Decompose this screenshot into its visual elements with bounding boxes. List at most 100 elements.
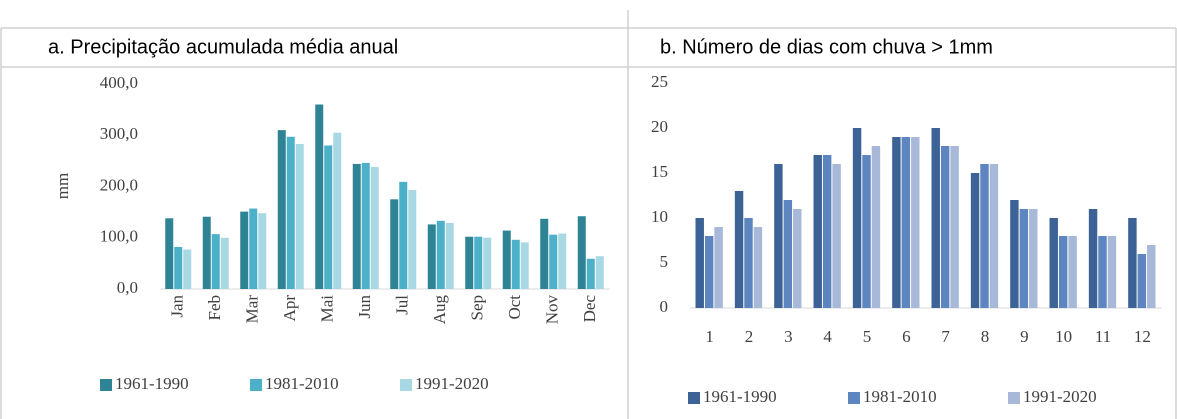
bar	[1147, 245, 1156, 308]
bar	[862, 155, 871, 308]
y-tick-label: 25	[651, 72, 668, 91]
bar	[822, 155, 832, 308]
x-tick-label: Mai	[318, 295, 337, 323]
x-tick-label: 3	[784, 327, 793, 346]
bar	[286, 136, 295, 289]
bar	[911, 137, 920, 308]
bar	[744, 218, 753, 308]
bar	[352, 163, 361, 289]
x-tick-label: Sep	[468, 295, 487, 321]
legend-label: 1961-1990	[703, 387, 777, 406]
bar	[370, 167, 379, 289]
bar	[520, 242, 529, 289]
x-tick-label: 2	[745, 327, 754, 346]
bar	[704, 236, 714, 308]
bar	[220, 237, 229, 289]
bar	[714, 227, 723, 308]
bar	[390, 199, 399, 289]
bar	[465, 236, 474, 289]
bar	[734, 191, 744, 308]
bar	[277, 130, 286, 289]
bar	[549, 234, 558, 289]
bar	[249, 208, 258, 289]
bar	[183, 249, 192, 289]
x-tick-label: Apr	[280, 295, 299, 322]
y-tick-label: 200,0	[100, 175, 138, 194]
y-tick-label: 100,0	[100, 227, 138, 246]
legend-label: 1961-1990	[115, 374, 189, 393]
bar	[852, 128, 862, 308]
bar	[970, 173, 980, 308]
bar	[1058, 236, 1068, 308]
x-tick-label: Nov	[543, 295, 562, 325]
bar	[211, 234, 220, 289]
bar	[595, 256, 604, 289]
bar	[502, 230, 511, 289]
bar	[980, 164, 989, 308]
bar	[202, 216, 211, 289]
bar	[832, 164, 841, 308]
y-tick-label: 0	[660, 297, 669, 316]
bar	[361, 162, 370, 289]
bar	[1098, 236, 1107, 308]
bar	[783, 200, 793, 308]
bar	[753, 227, 763, 308]
bar	[540, 218, 549, 289]
legend-label: 1981-2010	[863, 387, 937, 406]
bar	[950, 146, 959, 308]
bar	[436, 220, 445, 289]
bar	[1049, 218, 1058, 308]
bar	[989, 164, 999, 308]
legend-swatch	[100, 379, 112, 391]
bar	[1137, 254, 1147, 308]
bar	[333, 132, 342, 289]
bar	[399, 181, 408, 289]
x-tick-label: 4	[823, 327, 832, 346]
x-tick-label: 5	[863, 327, 872, 346]
bar	[1088, 209, 1098, 308]
chart-title: a. Precipitação acumulada média anual	[48, 36, 398, 58]
x-tick-label: 8	[981, 327, 990, 346]
bar	[892, 137, 901, 308]
y-tick-label: 20	[651, 117, 668, 136]
bar	[511, 239, 520, 289]
bar	[315, 104, 324, 289]
bar	[1107, 236, 1117, 308]
bar	[774, 164, 783, 308]
y-tick-label: 15	[651, 162, 668, 181]
bar	[427, 224, 436, 289]
bar	[1010, 200, 1019, 308]
bar	[901, 137, 911, 308]
legend-label: 1981-2010	[265, 374, 339, 393]
y-tick-label: 300,0	[100, 124, 138, 143]
x-tick-label: 12	[1134, 327, 1151, 346]
bar	[793, 209, 802, 308]
x-tick-label: 6	[902, 327, 911, 346]
y-tick-label: 400,0	[100, 73, 138, 92]
bar	[695, 218, 704, 308]
bar	[1128, 218, 1137, 308]
x-tick-label: 10	[1055, 327, 1072, 346]
x-tick-label: Jun	[355, 295, 374, 319]
bar	[577, 216, 586, 289]
legend-label: 1991-2020	[415, 374, 489, 393]
x-tick-label: Aug	[430, 295, 449, 325]
x-tick-label: 11	[1095, 327, 1111, 346]
bar	[586, 258, 595, 289]
bar	[1029, 209, 1038, 308]
legend-swatch	[848, 392, 860, 404]
y-tick-label: 10	[651, 207, 668, 226]
legend-swatch	[688, 392, 700, 404]
legend-swatch	[250, 379, 262, 391]
x-tick-label: 1	[705, 327, 714, 346]
bar	[558, 233, 567, 289]
bar	[240, 211, 249, 289]
y-tick-label: 0,0	[117, 278, 138, 297]
y-tick-label: 5	[660, 252, 669, 271]
bar	[931, 128, 940, 308]
chart-title: b. Número de dias com chuva > 1mm	[660, 36, 993, 58]
x-tick-label: Mar	[243, 295, 262, 324]
y-axis-label: mm	[53, 173, 72, 199]
bar	[165, 218, 174, 289]
bar	[1019, 209, 1029, 308]
